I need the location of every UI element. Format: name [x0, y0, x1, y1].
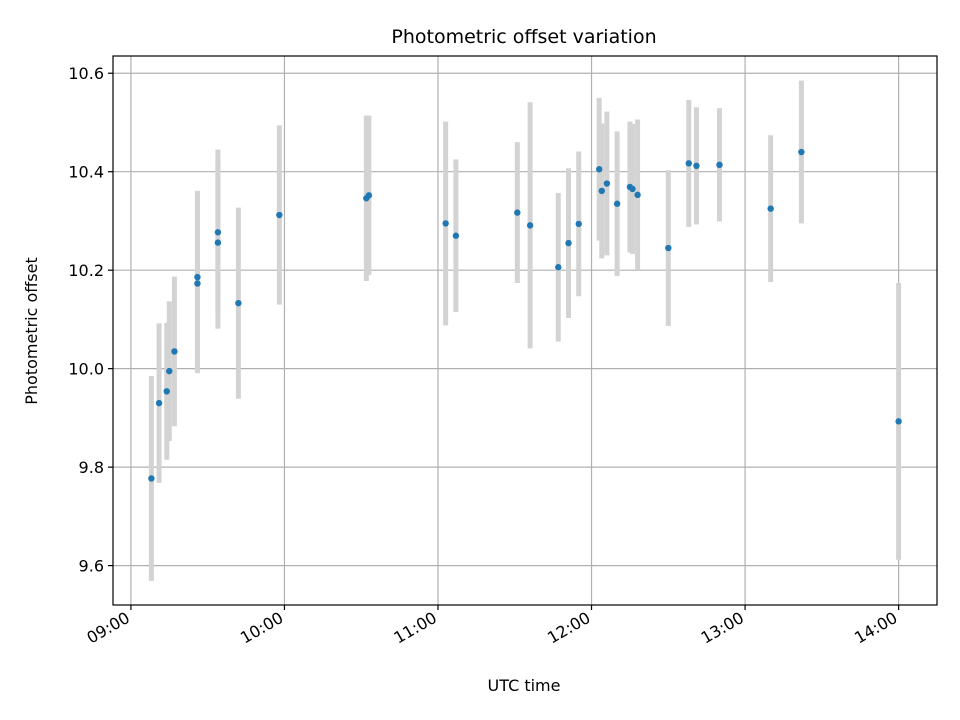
data-point — [276, 211, 283, 219]
x-axis-title: UTC time — [488, 676, 561, 695]
data-point — [565, 239, 572, 247]
y-tick-label: 10.6 — [68, 64, 104, 83]
data-point — [235, 299, 242, 307]
data-point — [163, 388, 170, 395]
point-layer — [148, 148, 902, 482]
data-point — [685, 160, 692, 167]
data-point — [365, 192, 373, 199]
data-point — [555, 264, 562, 271]
data-point — [767, 205, 774, 212]
y-tick-label: 9.6 — [79, 557, 104, 576]
data-point — [716, 161, 723, 169]
y-tick-label: 9.8 — [79, 458, 104, 477]
tick-layer: 09:00 10:00 11:00 12:00 13:00 14:009.69.810.0… — [68, 64, 900, 647]
data-point — [214, 229, 222, 236]
data-point — [895, 418, 902, 425]
data-point — [575, 220, 582, 228]
chart-title: Photometric offset variation — [391, 26, 656, 48]
data-point — [452, 232, 460, 239]
data-point — [598, 187, 605, 195]
y-tick-label: 10.4 — [68, 163, 104, 182]
data-point — [629, 185, 636, 193]
data-point — [166, 367, 173, 375]
plot-frame — [112, 55, 938, 606]
data-point — [526, 222, 534, 229]
data-point — [442, 220, 449, 227]
data-point — [214, 239, 222, 246]
data-point — [194, 280, 201, 287]
data-point — [171, 348, 178, 355]
y-tick-label: 10.2 — [68, 261, 104, 280]
data-point — [798, 148, 805, 156]
data-point — [596, 166, 603, 173]
data-point — [155, 399, 163, 407]
y-axis-title: Photometric offset — [22, 257, 41, 405]
data-point — [665, 244, 672, 252]
data-point — [148, 475, 155, 482]
data-point — [194, 273, 201, 281]
data-point — [613, 200, 621, 207]
data-point — [514, 209, 521, 216]
y-tick-label: 10.0 — [68, 360, 104, 379]
data-point — [634, 191, 641, 199]
data-point — [603, 180, 611, 187]
data-point — [693, 162, 700, 169]
